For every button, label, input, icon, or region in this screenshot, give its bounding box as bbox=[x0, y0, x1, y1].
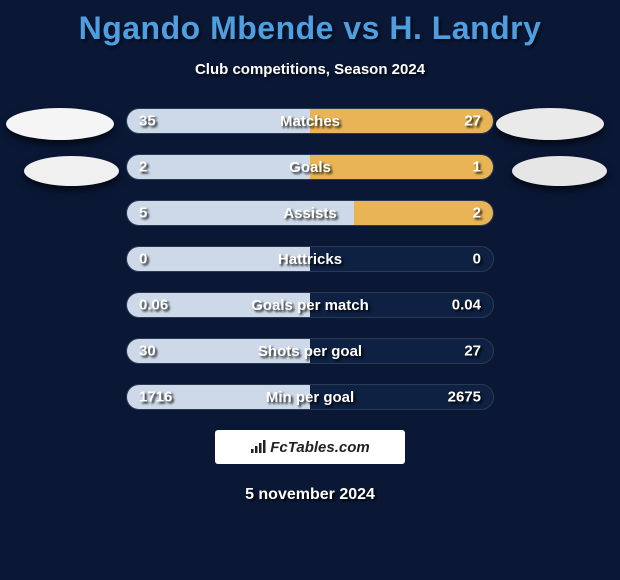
stat-value-right: 0 bbox=[473, 251, 481, 268]
chart-icon bbox=[250, 440, 266, 454]
stat-row: 17162675Min per goal bbox=[126, 384, 494, 410]
stat-value-right: 0.04 bbox=[452, 297, 481, 314]
stat-value-left: 0 bbox=[139, 251, 147, 268]
watermark-badge: FcTables.com bbox=[215, 430, 405, 464]
team-badge-ellipse bbox=[512, 156, 607, 186]
stat-row: 0.060.04Goals per match bbox=[126, 292, 494, 318]
stat-value-left: 30 bbox=[139, 343, 156, 360]
stat-row: 00Hattricks bbox=[126, 246, 494, 272]
stat-row: 3527Matches bbox=[126, 108, 494, 134]
page-subtitle: Club competitions, Season 2024 bbox=[0, 61, 620, 78]
stat-row: 21Goals bbox=[126, 154, 494, 180]
comparison-chart: 3527Matches21Goals52Assists00Hattricks0.… bbox=[0, 108, 620, 410]
stat-value-left: 35 bbox=[139, 113, 156, 130]
watermark-text: FcTables.com bbox=[270, 439, 369, 456]
stat-bar-left bbox=[127, 201, 354, 225]
stat-value-left: 1716 bbox=[139, 389, 172, 406]
footer-date: 5 november 2024 bbox=[0, 486, 620, 504]
team-badge-ellipse bbox=[24, 156, 119, 186]
stat-value-left: 5 bbox=[139, 205, 147, 222]
stat-value-right: 2675 bbox=[448, 389, 481, 406]
stat-bar-left bbox=[127, 155, 310, 179]
stat-value-left: 2 bbox=[139, 159, 147, 176]
stat-value-right: 2 bbox=[473, 205, 481, 222]
team-badge-ellipse bbox=[496, 108, 604, 140]
stat-bar-left bbox=[127, 247, 310, 271]
page-title: Ngando Mbende vs H. Landry bbox=[0, 0, 620, 47]
stat-bar-right bbox=[310, 155, 493, 179]
team-badge-ellipse bbox=[6, 108, 114, 140]
stat-value-left: 0.06 bbox=[139, 297, 168, 314]
stat-value-right: 1 bbox=[473, 159, 481, 176]
stat-value-right: 27 bbox=[464, 113, 481, 130]
stat-row: 52Assists bbox=[126, 200, 494, 226]
stat-value-right: 27 bbox=[464, 343, 481, 360]
stat-row: 3027Shots per goal bbox=[126, 338, 494, 364]
